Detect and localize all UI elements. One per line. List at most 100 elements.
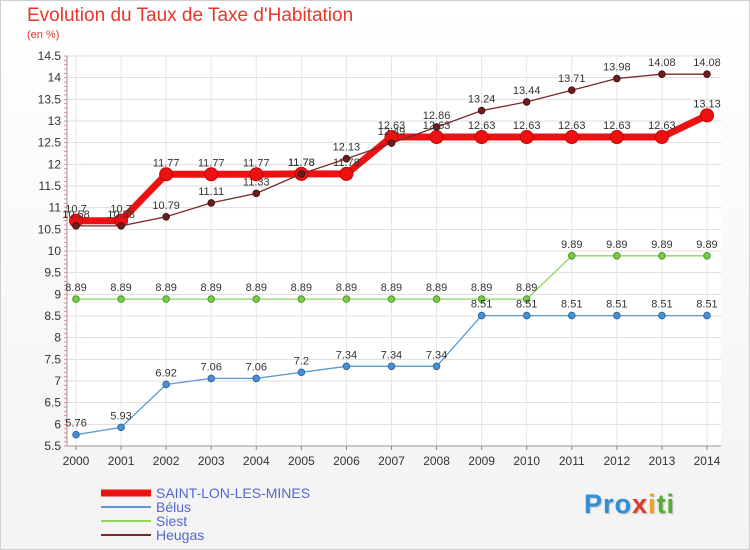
data-point [699, 108, 714, 123]
data-point [609, 130, 624, 145]
legend-label: Siest [156, 513, 187, 529]
data-label: 8.89 [200, 282, 221, 294]
data-label: 12.49 [378, 126, 406, 138]
data-point [252, 374, 261, 383]
data-label: 8.51 [561, 299, 582, 311]
data-point [162, 212, 170, 221]
y-tick-label: 13 [48, 114, 62, 128]
data-label: 8.51 [651, 299, 672, 311]
data-label: 13.98 [603, 62, 631, 74]
data-label: 6.92 [155, 367, 176, 379]
data-label: 11.78 [333, 157, 360, 169]
data-point [387, 362, 396, 371]
data-point [658, 251, 666, 260]
data-point [387, 139, 396, 147]
data-label: 7.06 [200, 361, 221, 373]
data-point [519, 130, 534, 145]
x-tick-label: 2003 [198, 454, 225, 468]
data-point [613, 74, 621, 83]
data-point [117, 222, 125, 230]
data-label: 12.63 [423, 120, 451, 132]
data-point [567, 251, 576, 260]
data-point [474, 130, 489, 145]
data-label: 11.33 [243, 176, 270, 188]
data-point [658, 70, 666, 78]
data-label: 13.44 [513, 85, 541, 97]
data-point [297, 368, 306, 377]
data-point [613, 251, 621, 260]
y-tick-label: 6.5 [44, 396, 61, 410]
data-point [297, 170, 306, 178]
data-label: 8.89 [471, 282, 492, 294]
data-label: 8.89 [426, 282, 447, 294]
data-label: 8.89 [246, 282, 267, 294]
data-label: 7.06 [246, 361, 267, 373]
data-point [522, 311, 531, 320]
data-label: 11.77 [198, 157, 225, 169]
data-label: 11.78 [288, 157, 315, 169]
y-tick-label: 6 [54, 417, 61, 431]
data-point [567, 311, 576, 320]
data-point [654, 130, 669, 145]
data-label: 7.2 [294, 355, 309, 367]
y-tick-label: 11.5 [39, 179, 62, 193]
data-label: 9.89 [651, 239, 672, 251]
x-tick-label: 2002 [153, 454, 180, 468]
data-point [162, 295, 170, 303]
x-tick-label: 2011 [559, 454, 585, 468]
data-label: 12.63 [648, 120, 676, 132]
data-point [342, 362, 351, 371]
data-point [387, 295, 396, 303]
chart-title: Evolution du Taux de Taxe d'Habitation [27, 5, 354, 26]
data-point [207, 199, 216, 207]
data-point [252, 189, 261, 198]
y-tick-label: 11 [49, 201, 62, 215]
data-label: 12.63 [378, 120, 406, 132]
data-label: 8.51 [606, 299, 627, 311]
x-tick-label: 2008 [423, 454, 450, 468]
data-point [252, 295, 261, 303]
data-label: 12.63 [513, 120, 541, 132]
data-label: 8.89 [381, 282, 402, 294]
data-label: 13.24 [468, 94, 496, 106]
y-tick-label: 10.5 [38, 222, 62, 236]
data-point [162, 380, 170, 389]
data-point [339, 166, 354, 181]
y-tick-label: 8 [54, 331, 61, 345]
data-label: 5.93 [110, 410, 131, 422]
data-label: 8.89 [291, 282, 312, 294]
data-point [703, 311, 711, 320]
y-tick-label: 10 [48, 244, 62, 258]
data-point [432, 362, 441, 371]
data-point [72, 222, 80, 230]
y-tick-label: 8.5 [44, 309, 61, 323]
x-tick-label: 2004 [243, 454, 270, 468]
y-tick-label: 9 [54, 287, 61, 301]
x-tick-label: 2006 [333, 454, 360, 468]
data-label: 7.34 [336, 349, 357, 361]
data-label: 14.08 [693, 57, 721, 69]
data-label: 8.89 [110, 282, 131, 294]
x-tick-label: 2013 [649, 454, 676, 468]
proxiti-logo: Proxiti [584, 489, 676, 519]
data-label: 12.13 [333, 142, 361, 154]
data-label: 7.34 [426, 349, 447, 361]
data-label: 9.89 [696, 239, 717, 251]
data-point [522, 98, 531, 106]
data-label: 14.08 [648, 57, 676, 69]
x-tick-label: 2009 [468, 454, 495, 468]
data-label: 8.89 [336, 282, 357, 294]
data-label: 8.51 [471, 299, 492, 311]
x-tick-label: 2014 [694, 454, 721, 468]
y-tick-label: 7.5 [44, 352, 61, 366]
data-point [658, 311, 666, 320]
data-label: 8.51 [516, 299, 537, 311]
y-tick-label: 7 [54, 374, 61, 388]
data-label: 11.77 [153, 157, 180, 169]
data-point [567, 86, 576, 95]
data-point [477, 295, 486, 303]
data-point [429, 130, 444, 145]
data-label: 10.79 [152, 200, 180, 212]
